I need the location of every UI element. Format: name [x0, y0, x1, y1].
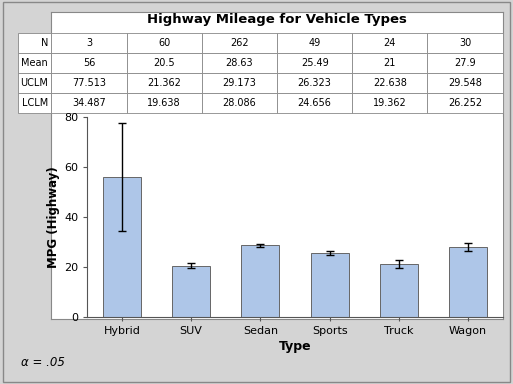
Bar — [449, 247, 487, 317]
Text: α = .05: α = .05 — [21, 356, 65, 369]
Bar — [310, 253, 349, 317]
Bar — [241, 245, 280, 317]
Y-axis label: MPG (Highway): MPG (Highway) — [47, 166, 60, 268]
X-axis label: Type: Type — [279, 340, 311, 353]
Bar — [172, 266, 210, 317]
Bar — [380, 264, 418, 317]
Text: Highway Mileage for Vehicle Types: Highway Mileage for Vehicle Types — [147, 13, 407, 26]
Bar — [103, 177, 141, 317]
